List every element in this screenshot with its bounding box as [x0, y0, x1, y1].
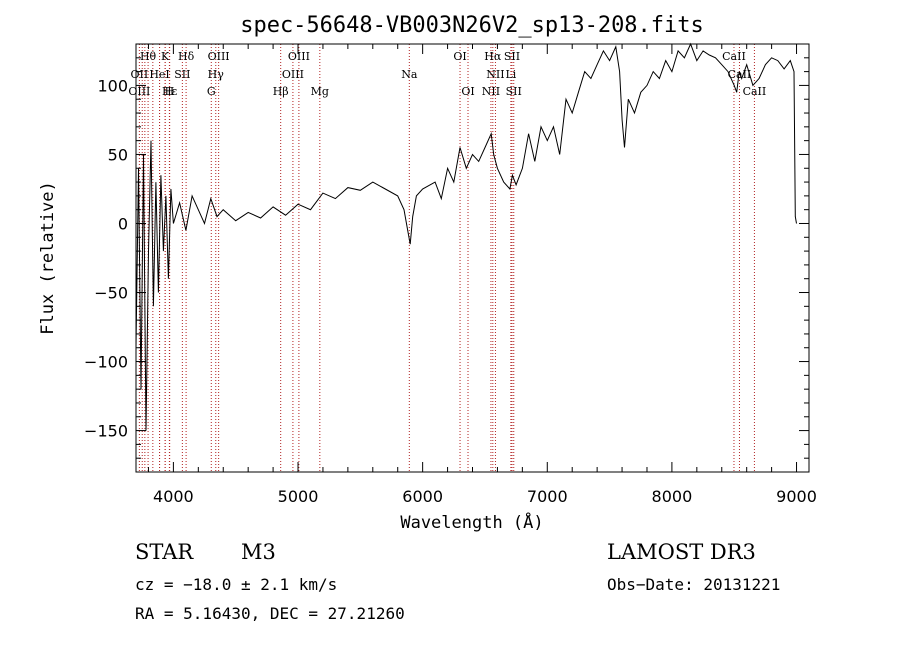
- marker-label: OI: [453, 50, 466, 63]
- y-tick-label: 100: [97, 76, 128, 95]
- marker-label: G: [207, 85, 216, 98]
- object-class: STAR: [135, 540, 194, 564]
- marker-label: Hδ: [178, 50, 195, 63]
- x-tick-label: 5000: [278, 487, 319, 506]
- marker-label: Hθ: [140, 50, 157, 63]
- y-axis-label: Flux (relative): [38, 181, 58, 335]
- marker-label: Hβ: [273, 85, 289, 98]
- marker-label: SII: [174, 68, 190, 81]
- spectrum-line: [135, 42, 797, 431]
- y-tick-label: 50: [108, 145, 128, 164]
- marker-label: OIII: [128, 85, 150, 98]
- marker-label: OIII: [288, 50, 310, 63]
- marker-label: K: [161, 50, 170, 63]
- x-tick-label: 4000: [153, 487, 194, 506]
- marker-label: NII: [482, 85, 500, 98]
- x-tick-label: 8000: [652, 487, 693, 506]
- marker-label: NII: [486, 68, 504, 81]
- line-markers: [138, 44, 755, 472]
- object-subclass: M3: [241, 540, 276, 564]
- marker-label: CaII: [728, 68, 752, 81]
- x-tick-label: 7000: [527, 487, 568, 506]
- marker-label: SII: [504, 50, 520, 63]
- sky-coordinates: RA = 5.16430, DEC = 27.21260: [135, 604, 405, 623]
- y-tick-label: −150: [84, 422, 128, 441]
- y-tick-label: 0: [118, 214, 128, 233]
- y-tick-label: −100: [84, 353, 128, 372]
- marker-label: OIII: [208, 50, 230, 63]
- marker-label: HeI: [149, 68, 169, 81]
- redshift-cz: cz = −18.0 ± 2.1 km/s: [135, 575, 338, 594]
- y-axis-ticks: −150 −100 −50 0 50 100: [84, 57, 809, 459]
- x-axis-label: Wavelength (Å): [400, 511, 543, 533]
- marker-label: OI: [461, 85, 474, 98]
- marker-label: H: [165, 85, 175, 98]
- marker-label: Na: [401, 68, 418, 81]
- marker-label: OII: [131, 68, 149, 81]
- marker-label: Hγ: [208, 68, 225, 81]
- x-axis-ticks: 4000 5000 6000 7000 8000 9000: [147, 44, 817, 506]
- plot-frame: [135, 43, 810, 473]
- observation-date: Obs−Date: 20131221: [607, 575, 781, 594]
- x-tick-label: 9000: [776, 487, 817, 506]
- marker-label: SII: [506, 85, 522, 98]
- survey-name: LAMOST DR3: [607, 540, 756, 564]
- marker-label: CaII: [743, 85, 767, 98]
- marker-label: Hε: [162, 85, 178, 98]
- marker-label: Hα: [484, 50, 502, 63]
- marker-label: CaII: [722, 50, 746, 63]
- x-tick-label: 6000: [402, 487, 443, 506]
- marker-label: OIII: [282, 68, 304, 81]
- marker-label: Mg: [311, 85, 329, 98]
- y-tick-label: −50: [94, 284, 128, 303]
- chart-title: spec-56648-VB003N26V2_sp13-208.fits: [240, 13, 704, 38]
- marker-label: Li: [505, 68, 516, 81]
